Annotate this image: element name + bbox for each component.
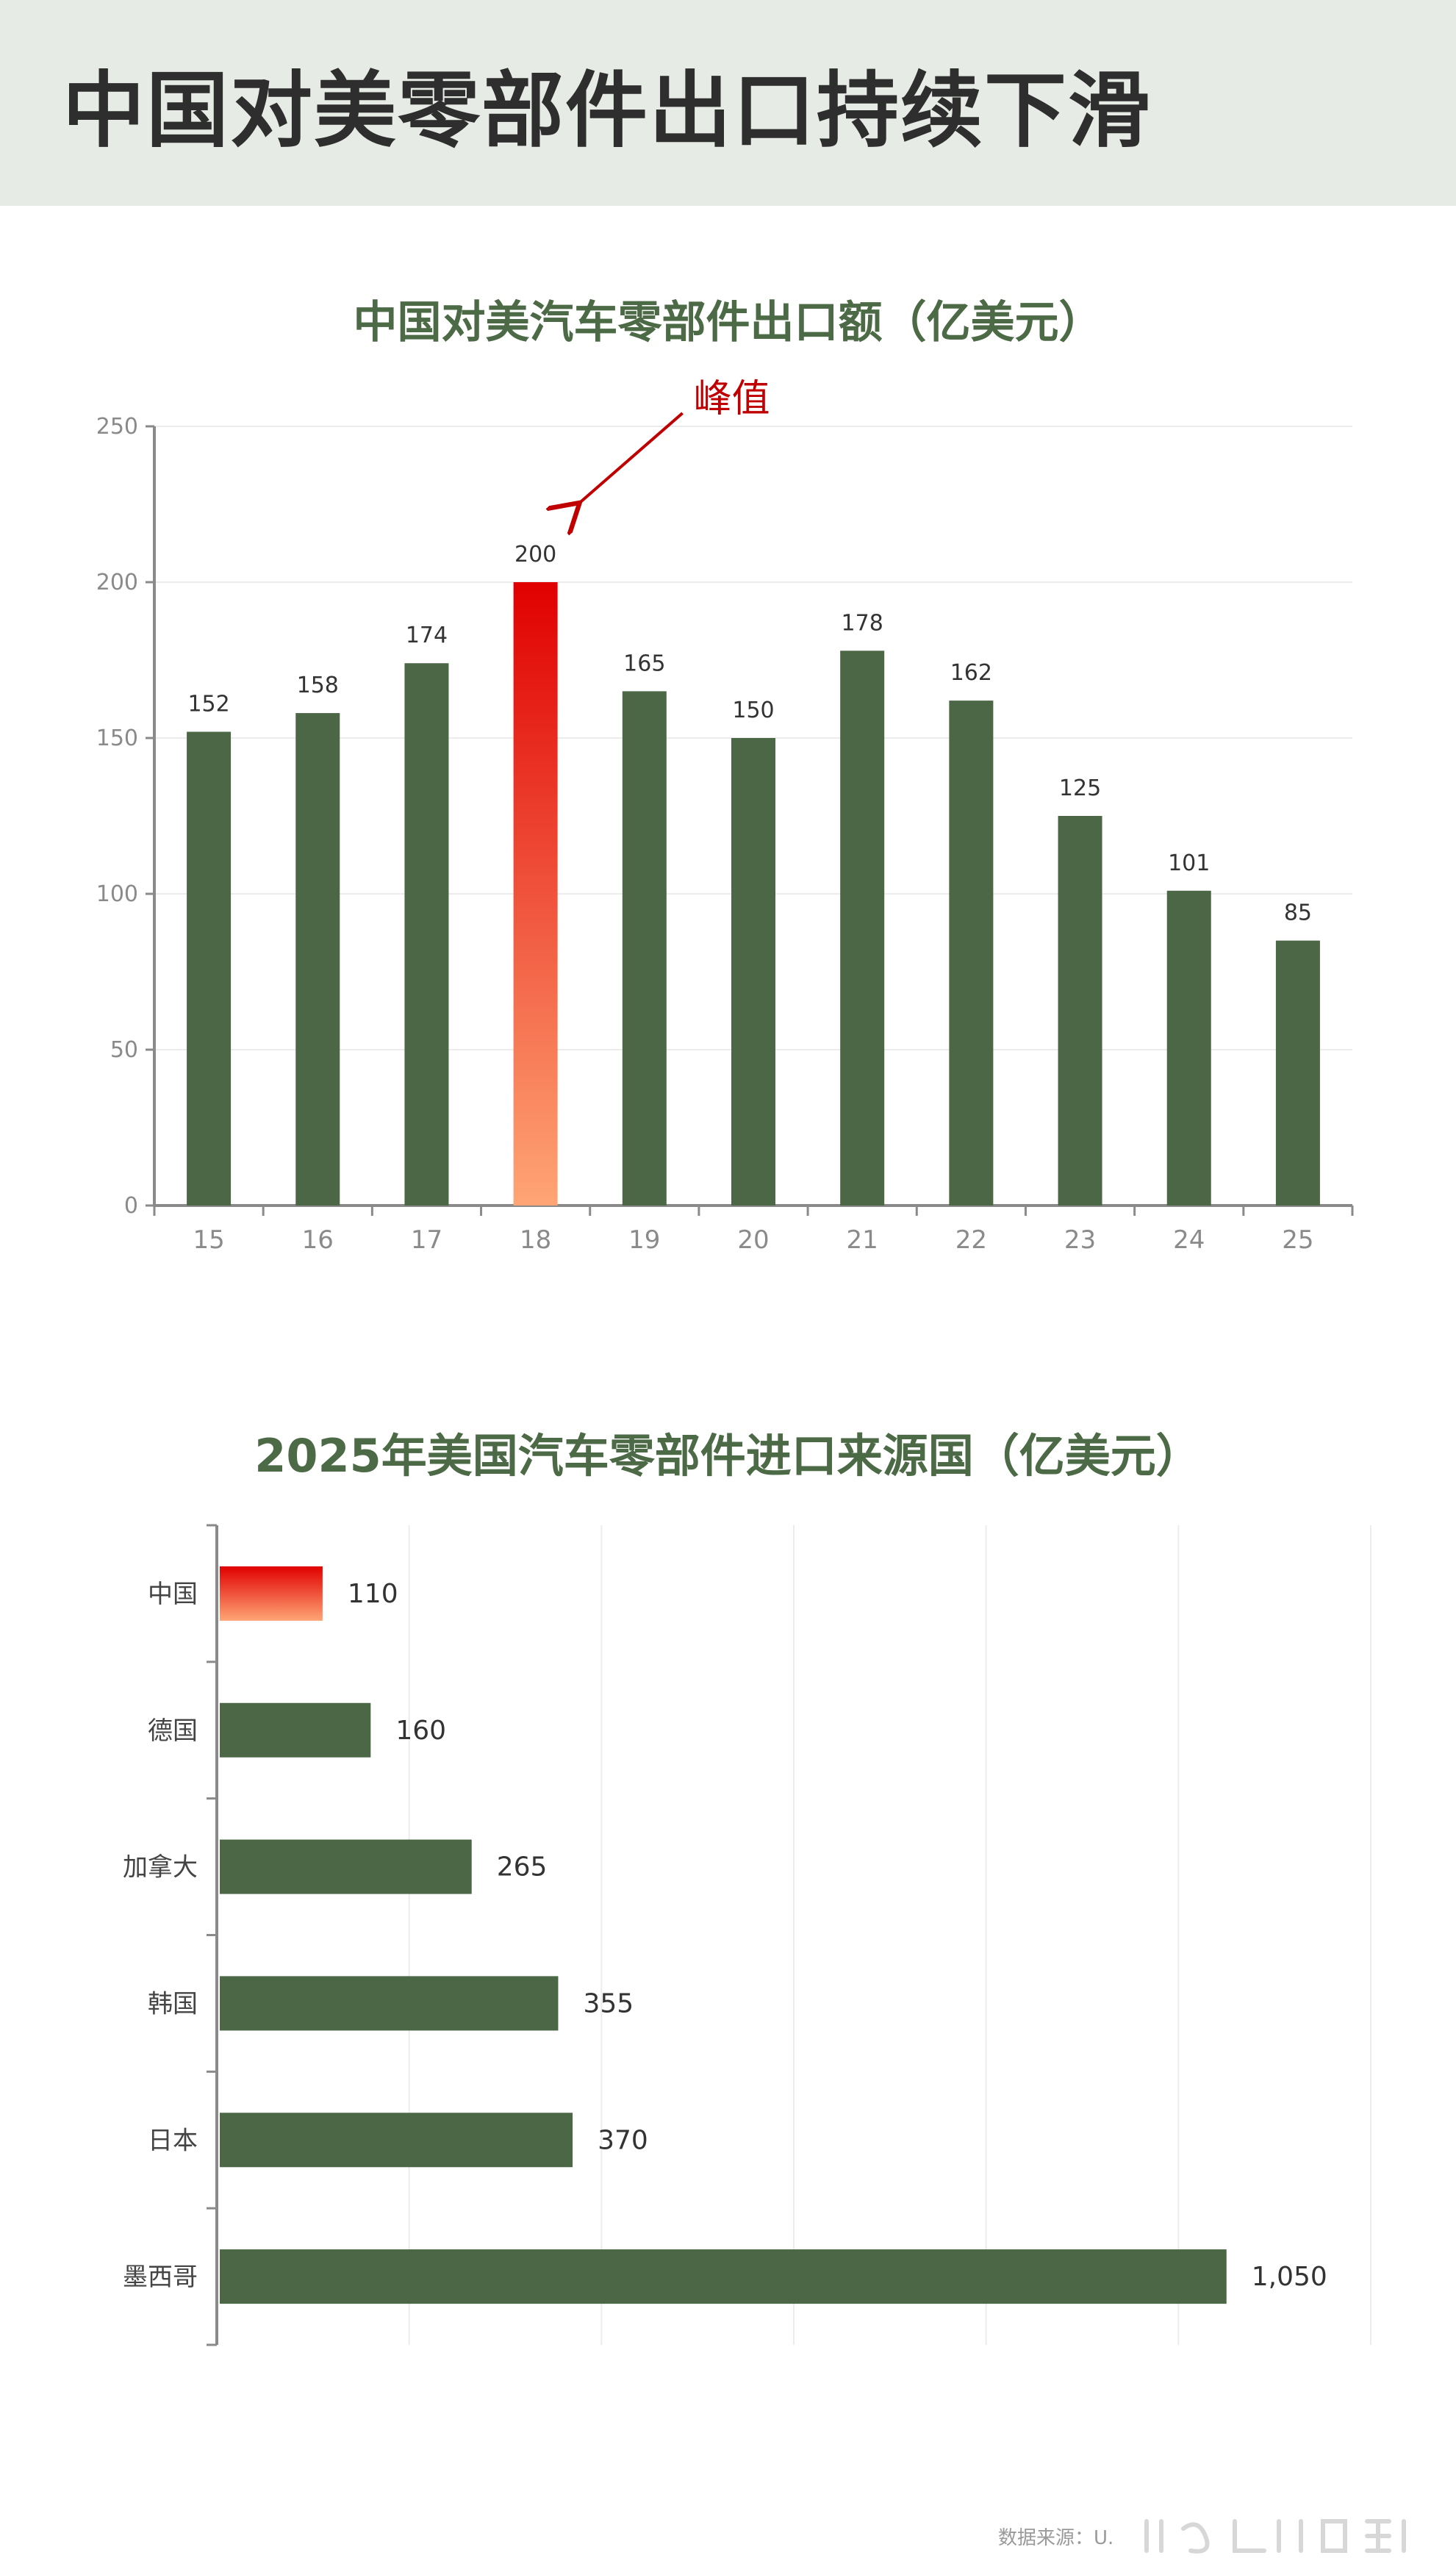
bar-韩国 — [220, 1976, 559, 2031]
data-label-德国: 160 — [395, 1716, 446, 1746]
bar-德国 — [220, 1702, 371, 1758]
data-label-18: 200 — [514, 542, 556, 567]
data-label-加拿大: 265 — [497, 1852, 548, 1883]
data-source-note: 数据来源：U. — [998, 2527, 1114, 2549]
data-label-20: 150 — [732, 698, 774, 723]
bar-25 — [1275, 940, 1320, 1206]
category-label-加拿大: 加拿大 — [123, 1853, 198, 1883]
x-tick-label-21: 21 — [847, 1225, 878, 1255]
bar-加拿大 — [220, 1839, 472, 1894]
y-tick-label-3: 150 — [96, 726, 138, 751]
x-tick-label-15: 15 — [193, 1225, 224, 1255]
x-tick-label-25: 25 — [1282, 1225, 1313, 1255]
y-tick-label-2: 100 — [96, 881, 138, 907]
x-tick-label-23: 23 — [1064, 1225, 1096, 1255]
category-label-日本: 日本 — [148, 2126, 198, 2155]
data-label-中国: 110 — [348, 1579, 398, 1609]
data-label-墨西哥: 1,050 — [1252, 2262, 1327, 2292]
peak-annotation: 峰值 — [694, 377, 770, 421]
page-title: 中国对美零部件出口持续下滑 — [62, 63, 1152, 159]
bar-22 — [949, 701, 994, 1206]
peak-arrow — [580, 412, 684, 503]
data-label-16: 158 — [297, 673, 339, 698]
y-tick-label-4: 200 — [96, 570, 138, 595]
y-tick-label-1: 50 — [110, 1037, 138, 1063]
x-tick-label-17: 17 — [411, 1225, 442, 1255]
category-label-韩国: 韩国 — [148, 1989, 198, 2018]
category-label-中国: 中国 — [148, 1580, 198, 1609]
x-tick-label-19: 19 — [628, 1225, 660, 1255]
bar-墨西哥 — [220, 2249, 1227, 2304]
data-label-17: 174 — [406, 623, 448, 648]
y-tick-label-5: 250 — [96, 414, 138, 440]
category-label-德国: 德国 — [148, 1716, 198, 1746]
data-label-23: 125 — [1059, 775, 1101, 801]
x-tick-label-22: 22 — [955, 1225, 987, 1255]
bar-24 — [1166, 890, 1211, 1206]
bar-16 — [295, 713, 340, 1206]
import-source-bar-chart: 110 中国 160 德国 265 加拿大 355 韩国 370 日本 1,050 墨西哥 — [123, 1524, 1371, 2346]
export-bar-chart: 0 50 100 150 200 250 152 15 158 16 174 17 200 18 165 19… — [96, 377, 1354, 1255]
chart2-title: 2025年美国汽车零部件进口来源国（亿美元） — [254, 1429, 1202, 1483]
data-label-21: 178 — [842, 610, 883, 636]
data-label-25: 85 — [1284, 900, 1312, 926]
watermark-logo — [1144, 2519, 1406, 2554]
y-tick-label-0: 0 — [124, 1193, 138, 1219]
bar-17 — [404, 663, 449, 1206]
data-label-24: 101 — [1168, 850, 1210, 876]
data-label-22: 162 — [950, 660, 992, 686]
data-label-19: 165 — [623, 651, 665, 676]
bar-20 — [731, 738, 775, 1206]
bar-日本 — [220, 2113, 573, 2168]
title-banner: 中国对美零部件出口持续下滑 — [0, 0, 1456, 206]
x-tick-label-18: 18 — [520, 1225, 551, 1255]
bar-21 — [840, 651, 885, 1206]
bar-18 — [513, 582, 558, 1206]
bar-23 — [1058, 816, 1102, 1206]
chart1-title: 中国对美汽车零部件出口额（亿美元） — [353, 297, 1103, 348]
category-label-墨西哥: 墨西哥 — [123, 2263, 198, 2292]
data-label-韩国: 355 — [583, 1988, 634, 2018]
bar-中国 — [220, 1566, 323, 1621]
x-tick-label-24: 24 — [1173, 1225, 1205, 1255]
data-label-日本: 370 — [598, 2125, 648, 2155]
x-tick-label-20: 20 — [737, 1225, 769, 1255]
bar-15 — [187, 731, 232, 1206]
bar-19 — [622, 691, 667, 1206]
x-tick-label-16: 16 — [302, 1225, 334, 1255]
data-label-15: 152 — [187, 692, 229, 717]
